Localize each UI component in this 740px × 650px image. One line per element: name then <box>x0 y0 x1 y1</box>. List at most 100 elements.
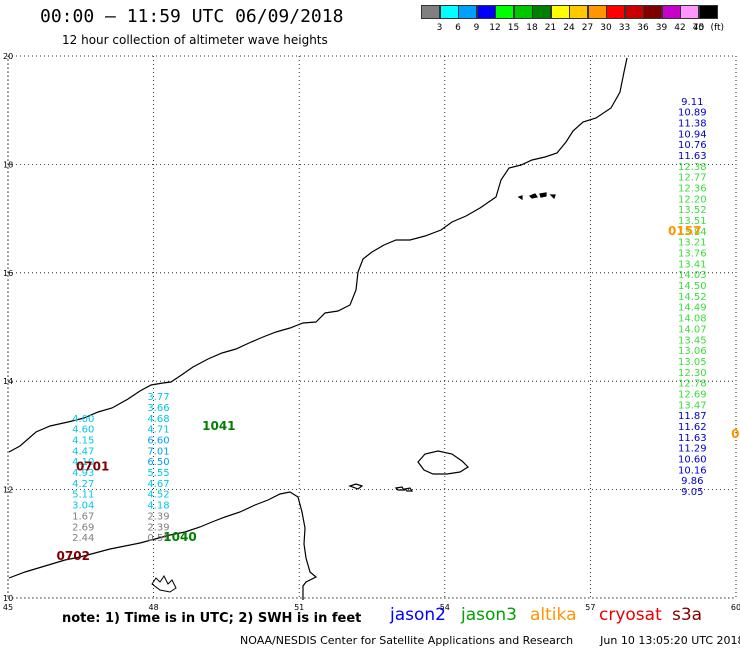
swh-value: 12.20 <box>678 194 707 205</box>
mission-label: jason2 <box>390 605 446 625</box>
legend-label: 36 <box>637 23 649 33</box>
swh-value: 3.77 <box>147 392 169 403</box>
swh-value: 12.69 <box>678 389 707 400</box>
axis-tick-labels: 45 48 51 54 57 60 20 18 16 14 12 10 <box>3 52 740 612</box>
pass-time-label: 0701 <box>76 460 109 474</box>
mission-label: s3a <box>672 605 703 625</box>
swh-value: 3.04 <box>72 501 94 512</box>
lon-tick-label: 51 <box>294 603 304 612</box>
legend-label: 21 <box>544 23 557 33</box>
swh-value: 13.51 <box>678 216 707 227</box>
island-kuria-muria-2 <box>528 193 538 199</box>
swh-value: 14.03 <box>678 270 707 281</box>
swh-value: 12.36 <box>678 184 707 195</box>
mission-label: altika <box>530 605 577 625</box>
swh-value: 12.38 <box>678 162 707 173</box>
mission-label: cryosat <box>599 605 662 625</box>
swh-value: 14.50 <box>678 281 707 292</box>
credit-text: NOAA/NESDIS Center for Satellite Applica… <box>240 634 574 647</box>
swh-value: 9.86 <box>681 476 703 487</box>
lat-tick-label: 18 <box>3 160 13 169</box>
swh-value: 9.11 <box>681 97 703 108</box>
legend-label: 24 <box>563 23 575 33</box>
lat-tick-label: 20 <box>3 52 13 61</box>
swh-value: 14.08 <box>678 314 707 325</box>
island-samhah <box>394 486 406 491</box>
legend-label: 15 <box>507 23 520 33</box>
swh-value: 3.66 <box>147 403 169 414</box>
page-subtitle: 12 hour collection of altimeter wave hei… <box>62 33 328 47</box>
swh-value: 13.45 <box>678 335 707 346</box>
legend-label: 42 <box>674 23 686 33</box>
swh-value: 11.63 <box>678 151 707 162</box>
pass-time-label: 0157 <box>668 224 701 238</box>
swh-value: 2.44 <box>72 533 94 544</box>
swh-value: 6.50 <box>147 457 169 468</box>
legend-swatch <box>698 5 718 19</box>
swh-value: 13.06 <box>678 346 707 357</box>
swh-value: 13.52 <box>678 205 707 216</box>
pass-time-label: 1041 <box>202 419 235 433</box>
swh-value: 13.21 <box>678 238 707 249</box>
swh-value: 14.52 <box>678 292 707 303</box>
lat-tick-label: 12 <box>3 486 13 495</box>
footnote: note: 1) Time is in UTC; 2) SWH is in fe… <box>62 611 362 626</box>
swh-value: 4.71 <box>147 425 169 436</box>
swh-value: 11.38 <box>678 118 707 129</box>
swh-value: 4.27 <box>72 479 94 490</box>
coastline-arabia <box>8 57 628 453</box>
pass-time-labels: 0157 0156 1041 1040 0701 0702 <box>57 224 740 563</box>
island-kuria-muria-3 <box>539 192 547 198</box>
legend-label: 45 <box>692 23 705 33</box>
swh-value: 4.47 <box>72 446 94 457</box>
lat-tick-label: 14 <box>3 377 13 386</box>
credit-line: NOAA/NESDIS Center for Satellite Applica… <box>240 634 740 647</box>
legend-label: 39 <box>655 23 668 33</box>
swh-value: 13.84 <box>678 227 707 238</box>
mission-label: jason3 <box>461 605 517 625</box>
legend-label: 6 <box>455 23 461 33</box>
legend-label: 27 <box>581 23 594 33</box>
swh-value: 4.52 <box>147 490 169 501</box>
swh-value: 4.00 <box>72 414 94 425</box>
swh-value: 10.60 <box>678 455 707 466</box>
swh-value: 13.05 <box>678 357 707 368</box>
pass-time-label: 1040 <box>163 530 196 544</box>
swh-value: 12.77 <box>678 173 707 184</box>
swh-value: 10.76 <box>678 140 707 151</box>
pass-time-label: 0702 <box>57 549 90 563</box>
swh-value: 4.60 <box>72 425 94 436</box>
swh-value: 9.05 <box>681 487 703 498</box>
legend-label: 9 <box>473 23 480 33</box>
lon-tick-label: 57 <box>585 603 595 612</box>
swh-value: 14.49 <box>678 303 707 314</box>
legend-label: 70 <box>692 23 705 33</box>
map-frame <box>7 55 737 599</box>
swh-value: 2.69 <box>72 522 94 533</box>
swh-value: 4.18 <box>147 501 169 512</box>
swh-value: 5.11 <box>72 490 94 501</box>
island-kuria-muria-4 <box>549 194 556 200</box>
swh-value: 11.63 <box>678 433 707 444</box>
swh-value: 7.01 <box>147 446 169 457</box>
swh-value: 4.93 <box>72 468 94 479</box>
swh-value: 10.94 <box>678 129 707 140</box>
generated-timestamp: Jun 10 13:05:20 UTC 2018 <box>600 634 740 647</box>
lat-tick-label: 16 <box>3 269 13 278</box>
lon-tick-label: 54 <box>440 603 450 612</box>
swh-value: 12.30 <box>678 368 707 379</box>
island-abd-al-kuri <box>348 483 364 490</box>
lon-tick-label: 45 <box>3 603 13 612</box>
swh-value: 11.62 <box>678 422 707 433</box>
coastline <box>8 57 628 600</box>
island-kuria-muria-1 <box>517 195 523 201</box>
lon-tick-label: 48 <box>149 603 159 612</box>
legend-unit: (ft) <box>710 23 725 33</box>
pass-time-label: 0156 <box>731 427 740 441</box>
swh-value: 13.41 <box>678 259 707 270</box>
legend-label: 18 <box>526 23 538 33</box>
page-title: 00:00 – 11:59 UTC 06/09/2018 <box>40 6 344 27</box>
swh-value: 13.76 <box>678 249 707 260</box>
